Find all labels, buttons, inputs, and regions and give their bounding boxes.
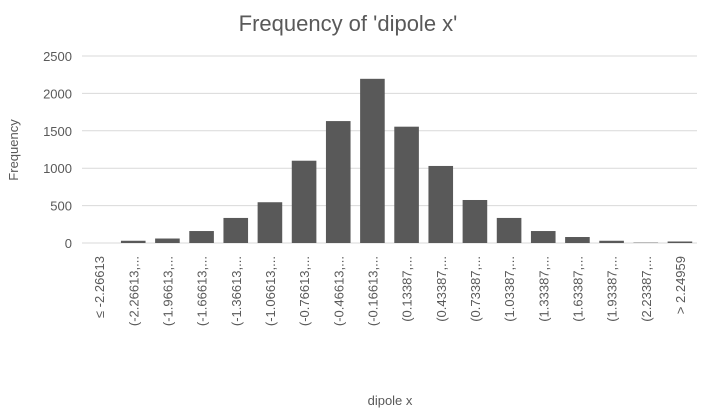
bar <box>325 121 351 243</box>
bar <box>291 160 317 243</box>
x-tick-label: (-1.36613,... <box>229 256 244 326</box>
y-tick-label: 1500 <box>43 124 72 139</box>
bar <box>223 217 249 243</box>
x-tick-label: (-0.76613,... <box>297 256 312 326</box>
bar <box>155 238 180 243</box>
y-tick-label: 2500 <box>43 49 72 64</box>
x-tick-label: > 2.24959 <box>673 256 688 314</box>
x-tick-label: (1.93387,... <box>605 256 620 322</box>
x-axis-title: dipole x <box>368 393 413 408</box>
x-tick-label: (-1.96613,... <box>160 256 175 326</box>
x-tick-label: (0.73387,... <box>468 256 483 322</box>
x-tick-label: ≤ -2.26613 <box>92 256 107 318</box>
bar <box>462 199 488 243</box>
x-tick-label: (2.23387,... <box>639 256 654 322</box>
y-axis-title: Frequency <box>6 119 21 181</box>
bar <box>496 217 522 243</box>
x-tick-label: (1.63387,... <box>570 256 585 322</box>
bar <box>565 237 590 243</box>
chart-title: Frequency of 'dipole x' <box>239 11 458 36</box>
x-tick-label: (-2.26613,... <box>126 256 141 326</box>
x-tick-label: (0.43387,... <box>434 256 449 322</box>
bar <box>394 126 419 243</box>
x-tick-label: (-1.66613,... <box>195 256 210 326</box>
bar <box>428 165 454 243</box>
y-tick-label: 2000 <box>43 86 72 101</box>
y-tick-label: 0 <box>65 236 72 251</box>
bar <box>360 78 385 244</box>
bar <box>530 231 556 243</box>
bar <box>257 202 283 243</box>
x-tick-label: (1.33387,... <box>536 256 551 322</box>
y-tick-label: 1000 <box>43 161 72 176</box>
x-tick-label: (-0.16613,... <box>365 256 380 326</box>
gridlines <box>82 55 697 244</box>
bar <box>189 231 214 243</box>
bar <box>120 240 146 243</box>
bar <box>667 241 693 243</box>
x-axis-ticks: ≤ -2.26613 (-2.26613,... (-1.96613,... (-1.… <box>92 256 688 326</box>
y-tick-label: 500 <box>50 199 72 214</box>
x-tick-label: (1.03387,... <box>502 256 517 322</box>
x-tick-label: (0.13387,... <box>400 256 415 322</box>
x-tick-label: (-0.46613,... <box>331 256 346 326</box>
bar <box>599 240 624 243</box>
bars <box>120 78 693 244</box>
y-axis-ticks: 0 500 1000 1500 2000 2500 <box>43 49 72 251</box>
x-tick-label: (-1.06613,... <box>263 256 278 326</box>
